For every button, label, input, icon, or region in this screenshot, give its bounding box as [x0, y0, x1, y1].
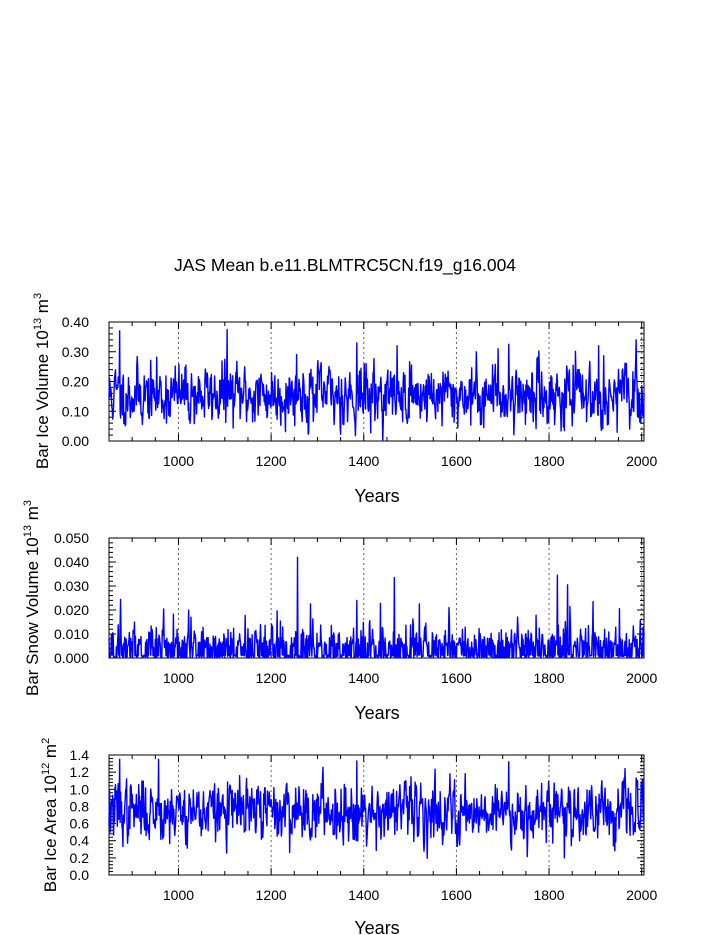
- y-tick-label: 0.40: [62, 314, 89, 330]
- y-tick-label: 0.030: [54, 578, 89, 594]
- x-tick-label: 2000: [626, 453, 657, 469]
- chart-title: JAS Mean b.e11.BLMTRC5CN.f19_g16.004: [174, 255, 516, 276]
- y-tick-label: 1.4: [70, 747, 90, 763]
- y-tick-label: 1.0: [70, 781, 90, 797]
- x-tick-label: 1400: [348, 453, 379, 469]
- y-axis-label: Bar Snow Volume 1013 m3: [22, 500, 42, 696]
- x-tick-label: 1000: [163, 453, 194, 469]
- x-tick-label: 1800: [533, 670, 564, 686]
- x-tick-label: 1000: [163, 670, 194, 686]
- x-axis-label: Years: [354, 703, 399, 723]
- y-tick-label: 1.2: [70, 764, 90, 780]
- data-series-line: [108, 328, 645, 442]
- y-tick-label: 0.00: [62, 433, 89, 449]
- y-tick-label: 0.000: [54, 650, 89, 666]
- x-tick-label: 1600: [441, 453, 472, 469]
- x-tick-label: 1200: [256, 670, 287, 686]
- y-tick-label: 0.10: [62, 403, 89, 419]
- data-series-line: [108, 556, 645, 659]
- plot-frame: [108, 537, 645, 659]
- y-tick-label: 0.050: [54, 530, 89, 546]
- y-tick-label: 0.20: [62, 374, 89, 390]
- panel-snow-volume: 1000 1200 1400 1600 1800 2000 0.000 0.010 0.020 0…: [22, 500, 657, 723]
- y-tick-label: 0.010: [54, 626, 89, 642]
- y-tick-label: 0.2: [70, 850, 90, 866]
- x-tick-label: 1800: [533, 453, 564, 469]
- x-tick-label: 1400: [348, 887, 379, 903]
- data-series-line: [108, 758, 645, 859]
- y-axis-label: Bar Ice Volume 1013 m3: [32, 293, 52, 469]
- x-axis-label: Years: [354, 486, 399, 506]
- x-tick-label: 1000: [163, 887, 194, 903]
- panel-ice-volume: 1000 1200 1400 1600 1800 2000 0.00 0.10 0.20 0.30…: [32, 293, 657, 506]
- y-tick-label: 0.0: [70, 867, 90, 883]
- x-tick-label: 1200: [256, 453, 287, 469]
- x-tick-label: 1800: [533, 887, 564, 903]
- x-axis-label: Years: [354, 918, 399, 935]
- y-tick-label: 0.020: [54, 602, 89, 618]
- x-tick-label: 2000: [626, 670, 657, 686]
- y-axis-label: Bar Ice Area 1012 m2: [40, 738, 60, 892]
- y-tick-label: 0.040: [54, 554, 89, 570]
- panel-ice-area: 1000 1200 1400 1600 1800 20000.00.20.40.60.81…: [40, 738, 657, 935]
- x-tick-label: 1400: [348, 670, 379, 686]
- y-tick-label: 0.4: [70, 833, 90, 849]
- x-tick-label: 2000: [626, 887, 657, 903]
- x-tick-label: 1600: [441, 670, 472, 686]
- y-tick-label: 0.30: [62, 344, 89, 360]
- x-tick-label: 1600: [441, 887, 472, 903]
- y-tick-label: 0.6: [70, 816, 90, 832]
- y-tick-label: 0.8: [70, 798, 90, 814]
- x-tick-label: 1200: [256, 887, 287, 903]
